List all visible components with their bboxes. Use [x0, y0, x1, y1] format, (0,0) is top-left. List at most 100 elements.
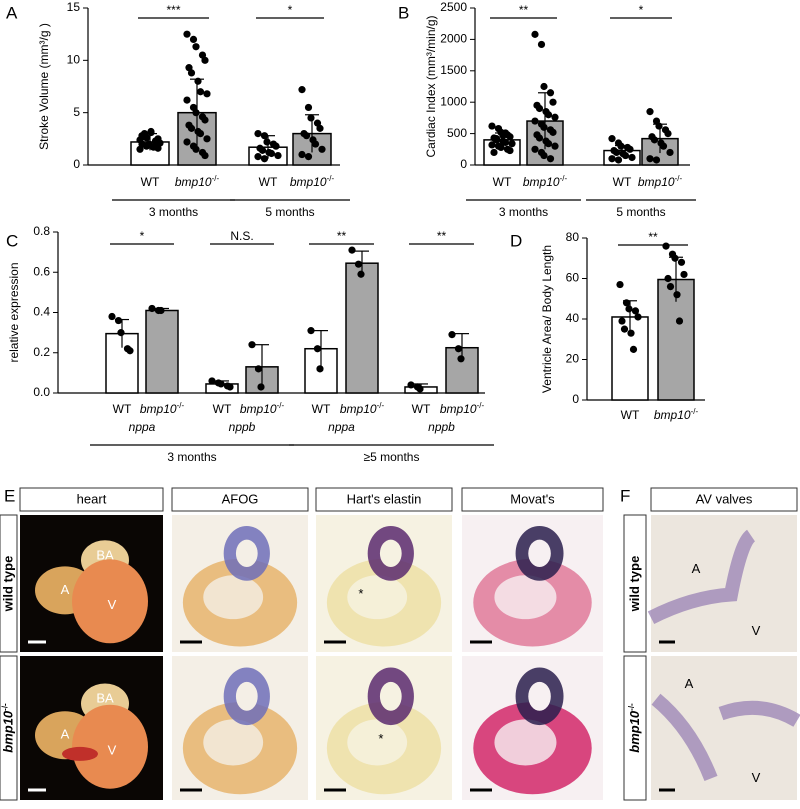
- significance-label: *: [639, 3, 644, 17]
- y-axis-label: Ventricle Area/ Body Length: [540, 245, 554, 393]
- column-header-box: [461, 487, 604, 512]
- panel-label: E: [4, 486, 15, 505]
- row-label: bmp10-/-: [627, 703, 643, 753]
- valve-label: V: [752, 770, 761, 785]
- heart-label: V: [108, 742, 117, 757]
- ventricle-lumen: [347, 719, 408, 766]
- x-tick-label: bmp10-/-: [523, 174, 568, 190]
- data-point: [531, 117, 539, 125]
- data-point: [201, 116, 209, 124]
- data-point: [201, 56, 209, 64]
- x-tick-label: bmp10-/-: [140, 401, 185, 417]
- gene-label: nppa: [129, 420, 156, 434]
- data-point: [535, 134, 544, 142]
- data-point: [208, 377, 216, 385]
- x-tick-label: bmp10-/-: [290, 174, 335, 190]
- data-point: [675, 317, 684, 325]
- data-point: [298, 150, 306, 159]
- x-tick-label-sup: -/-: [277, 401, 285, 410]
- data-point: [488, 141, 496, 149]
- y-tick-label: 1000: [440, 94, 467, 108]
- row-label-box: [0, 655, 18, 801]
- data-point: [194, 77, 202, 85]
- data-point: [626, 145, 634, 153]
- data-point: [117, 329, 125, 337]
- valve-image: [651, 515, 797, 652]
- data-point: [348, 246, 356, 254]
- column-header: AFOG: [222, 491, 259, 506]
- y-tick-label: 1500: [440, 63, 467, 77]
- data-point: [631, 307, 640, 315]
- data-point: [677, 258, 686, 266]
- data-point: [535, 104, 544, 113]
- data-point: [488, 122, 496, 130]
- valve-tissue: [647, 529, 756, 624]
- data-point: [203, 90, 211, 98]
- y-tick-label: 0.0: [33, 385, 50, 399]
- x-tick-label-sup: -/-: [177, 401, 185, 410]
- y-tick-label: 20: [566, 352, 580, 366]
- data-point: [257, 383, 265, 391]
- data-point: [192, 109, 200, 117]
- significance-label: **: [519, 3, 529, 17]
- data-point: [540, 82, 548, 91]
- x-tick-label-main: WT: [213, 402, 232, 416]
- data-point: [217, 380, 225, 388]
- data-point: [187, 69, 196, 77]
- column-header: Movat's: [510, 491, 555, 506]
- data-point: [254, 153, 262, 161]
- x-tick-label-main: bmp10: [340, 402, 377, 416]
- bulbus-lumen: [528, 539, 551, 568]
- y-tick-label: 2500: [440, 0, 467, 14]
- x-tick-label-main: bmp10: [140, 402, 177, 416]
- data-point: [650, 136, 659, 144]
- elastin-mark: *: [378, 731, 383, 746]
- data-point: [620, 325, 629, 333]
- x-tick-label-main: bmp10: [175, 175, 212, 189]
- y-axis-label: Stroke Volume (mm³/g ): [37, 23, 51, 150]
- data-point: [671, 254, 679, 262]
- group-label: 5 months: [265, 205, 314, 219]
- y-tick-label: 2000: [440, 32, 467, 46]
- data-point: [304, 103, 313, 112]
- group-label: 3 months: [499, 205, 548, 219]
- data-point: [254, 130, 262, 138]
- heart-blood: [62, 746, 98, 761]
- data-point: [201, 151, 209, 160]
- y-tick-label: 0.8: [33, 224, 50, 238]
- row-label: wild type: [1, 556, 16, 613]
- significance-label: **: [437, 229, 447, 243]
- data-point: [357, 270, 365, 278]
- panel-label: A: [6, 3, 18, 22]
- data-point: [618, 317, 626, 325]
- data-point: [666, 148, 674, 157]
- ventricle-lumen: [203, 719, 264, 766]
- data-point: [302, 132, 311, 140]
- data-point: [544, 140, 553, 148]
- data-point: [183, 138, 191, 146]
- y-axis-label: relative expression: [7, 262, 21, 362]
- data-point: [540, 151, 548, 160]
- valve-label: A: [685, 676, 694, 691]
- column-header-box: [315, 487, 453, 512]
- data-point: [254, 365, 263, 373]
- data-point: [551, 142, 559, 150]
- row-label-box: [623, 514, 647, 653]
- x-tick-label: bmp10-/-: [654, 407, 699, 423]
- x-tick-label: bmp10-/-: [175, 174, 220, 190]
- data-point: [621, 151, 630, 160]
- ventricle-lumen: [494, 719, 557, 766]
- valve-tissue: [651, 693, 800, 782]
- bar: [145, 309, 179, 394]
- data-point: [154, 144, 162, 152]
- data-point: [616, 280, 624, 289]
- x-tick-label-sup: -/-: [212, 174, 220, 183]
- data-point: [497, 143, 505, 152]
- data-point: [492, 135, 501, 143]
- data-point: [673, 291, 681, 299]
- data-point: [457, 355, 465, 363]
- data-point: [646, 108, 654, 116]
- gene-label: nppb: [229, 420, 256, 434]
- x-tick-label-sup: -/-: [560, 174, 568, 183]
- valve-image: [651, 656, 797, 800]
